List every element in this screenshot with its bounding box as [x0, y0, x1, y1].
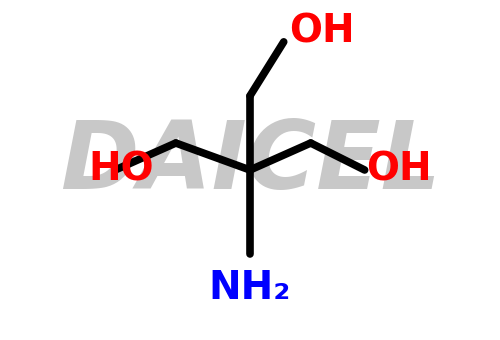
Text: HO: HO [88, 151, 154, 189]
Text: DAICEL: DAICEL [60, 117, 440, 209]
Text: OH: OH [366, 151, 432, 189]
Text: OH: OH [289, 13, 354, 51]
Text: NH₂: NH₂ [209, 269, 291, 307]
